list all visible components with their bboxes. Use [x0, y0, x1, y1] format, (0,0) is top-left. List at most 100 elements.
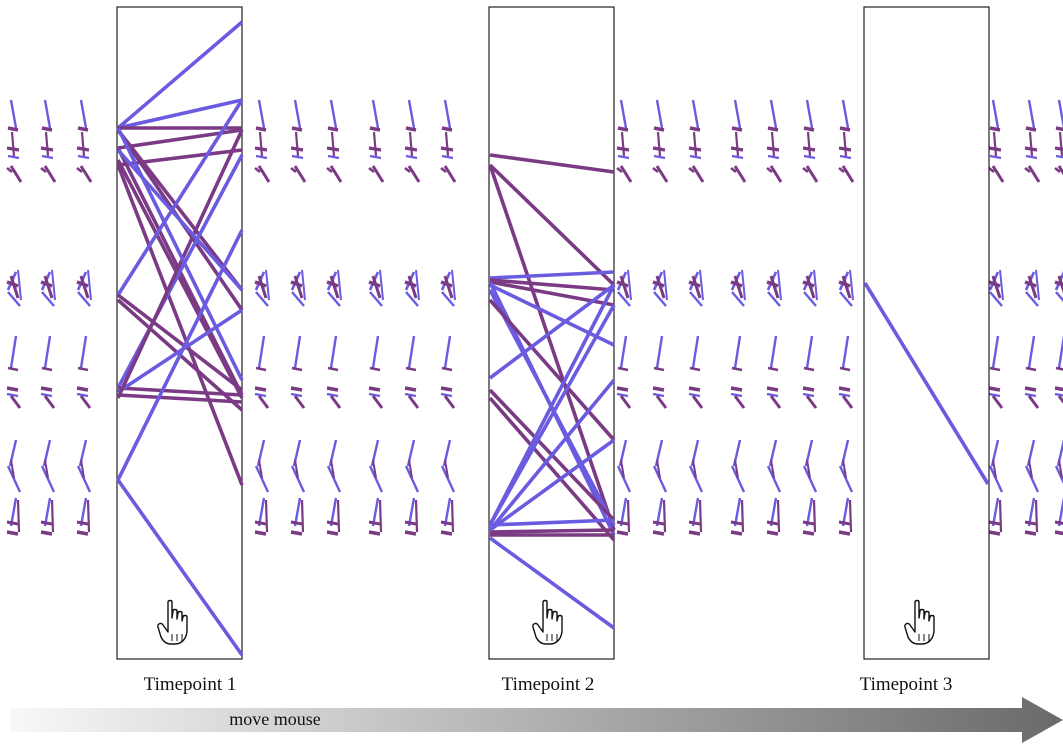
line-segment: [6, 146, 20, 152]
mini-glyph: [404, 99, 421, 536]
line-segment: [992, 459, 997, 479]
line-segment: [290, 280, 303, 288]
line-segment: [691, 165, 705, 183]
line-segment: [326, 146, 340, 152]
mini-glyph: [730, 99, 747, 536]
line-segment: [991, 99, 1000, 129]
line-segment: [1027, 99, 1036, 129]
line-segment: [407, 395, 420, 409]
line-segment: [838, 146, 852, 152]
line-segment: [805, 497, 814, 527]
line-segment: [692, 459, 697, 479]
line-segment: [770, 131, 776, 157]
line-segment: [441, 366, 453, 372]
line-segment: [43, 99, 52, 129]
timepoint-1-line: [116, 478, 244, 657]
line-segment: [79, 335, 88, 369]
line-segment: [257, 165, 271, 183]
line-segment: [371, 395, 384, 409]
line-segment: [766, 392, 779, 398]
line-segment: [838, 392, 851, 398]
line-segment: [443, 165, 457, 183]
line-segment: [254, 386, 267, 392]
line-segment: [329, 497, 338, 527]
line-segment: [688, 280, 701, 288]
line-segment: [769, 395, 782, 409]
line-segment: [337, 269, 342, 301]
mini-glyph: [838, 99, 855, 536]
line-segment: [1028, 459, 1033, 479]
timepoint-1-line: [116, 20, 244, 130]
line-segment: [989, 291, 1003, 307]
line-segment: [41, 126, 53, 132]
line-segment: [805, 99, 814, 129]
line-segment: [619, 275, 630, 299]
timepoint-2-line: [489, 270, 615, 280]
line-segment: [730, 280, 743, 288]
line-segment: [663, 269, 668, 301]
line-segment: [733, 497, 742, 527]
line-segment: [40, 386, 53, 392]
line-segment: [731, 154, 744, 160]
line-segment: [766, 280, 779, 288]
line-segment: [80, 459, 85, 479]
timepoint-1-panel[interactable]: Timepoint 1: [116, 6, 244, 695]
line-segment: [79, 275, 90, 299]
line-segment: [443, 395, 456, 409]
line-segment: [842, 131, 848, 157]
line-segment: [1024, 166, 1031, 174]
line-segment: [988, 520, 1001, 526]
line-segment: [9, 497, 18, 527]
line-segment: [1054, 392, 1063, 397]
line-segment: [405, 154, 418, 160]
line-segment: [329, 165, 343, 183]
line-segment: [767, 126, 779, 132]
line-segment: [6, 392, 19, 398]
line-segment: [76, 392, 89, 398]
line-segment: [769, 165, 783, 183]
line-segment: [404, 465, 420, 493]
line-segment: [652, 465, 668, 493]
line-segment: [440, 146, 454, 152]
line-segment: [617, 154, 630, 160]
line-segment: [326, 465, 342, 493]
line-segment: [327, 154, 340, 160]
timepoint-2-panel[interactable]: Timepoint 2: [488, 6, 616, 695]
timepoint-2-line: [488, 298, 616, 442]
line-segment: [441, 126, 453, 132]
line-segment: [1057, 395, 1063, 404]
timepoint-2-lines: [488, 153, 616, 630]
timepoint-2-line: [488, 438, 616, 532]
timepoint-3-panel[interactable]: Timepoint 3: [860, 6, 990, 695]
line-segment: [6, 166, 13, 174]
line-segment: [813, 269, 818, 301]
mini-glyph: [40, 99, 57, 536]
line-segment: [264, 499, 269, 533]
line-segment: [9, 275, 20, 299]
line-segment: [293, 99, 302, 129]
line-segment: [1054, 166, 1061, 174]
mini-glyph: [76, 99, 93, 536]
line-segment: [1054, 386, 1063, 392]
line-segment: [404, 520, 417, 526]
line-segment: [407, 99, 416, 129]
line-segment: [802, 386, 815, 392]
line-segment: [290, 146, 304, 152]
line-segment: [733, 275, 744, 299]
line-segment: [257, 275, 268, 299]
timepoint-1-line: [116, 129, 244, 399]
line-segment: [689, 366, 701, 372]
line-segment: [407, 165, 421, 183]
line-segment: [770, 459, 775, 479]
line-segment: [79, 165, 93, 183]
line-segment: [730, 146, 744, 152]
line-segment: [9, 395, 22, 409]
line-segment: [440, 520, 453, 526]
line-segment: [741, 269, 746, 301]
background-glyph-pattern: [6, 99, 1063, 536]
line-segment: [257, 497, 266, 527]
line-segment: [656, 131, 662, 157]
line-segment: [43, 497, 52, 527]
line-segment: [841, 99, 850, 129]
line-segment: [443, 497, 452, 527]
